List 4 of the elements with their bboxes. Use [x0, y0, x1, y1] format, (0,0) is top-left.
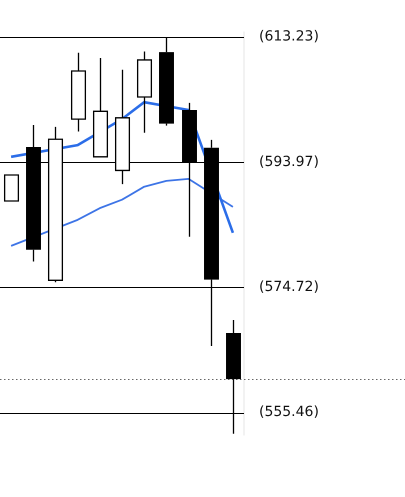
y-tick-label: (574.72): [259, 278, 319, 295]
y-tick-label: (593.97): [259, 154, 319, 170]
y-tick-label: (555.46): [259, 404, 319, 420]
y-tick-label: (613.23): [259, 28, 319, 45]
